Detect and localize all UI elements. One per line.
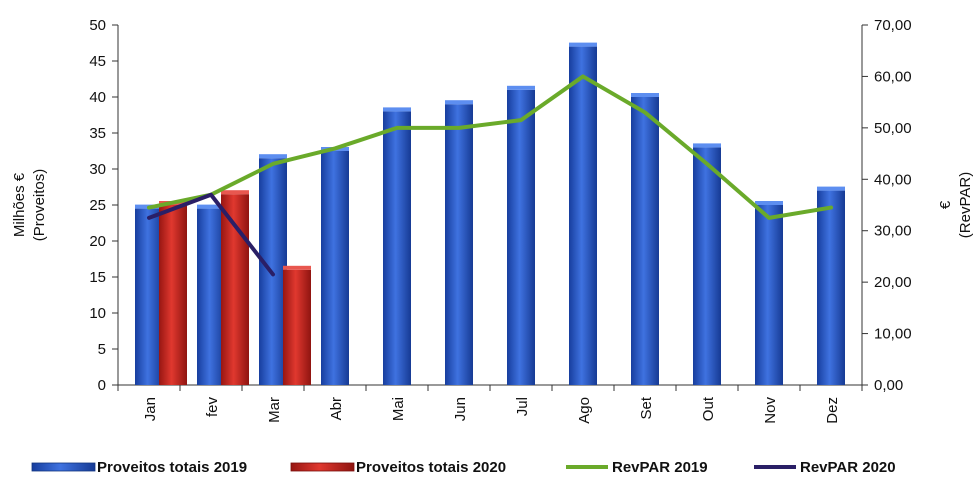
legend-item-proveitos-2019: Proveitos totais 2019: [31, 459, 247, 476]
right-tick-label: 50,00: [874, 120, 912, 137]
legend-item-revpar-2020: RevPAR 2020: [754, 459, 896, 476]
bar-top-proveitos-2019: [693, 143, 721, 148]
left-tick-label: 35: [89, 125, 106, 142]
legend-label-proveitos-2019: Proveitos totais 2019: [97, 459, 247, 476]
plot-area: 0 5 10 15 20 25 30 35 40 45 50 0,00 10,00 20,00 30,00 4…: [89, 17, 911, 424]
right-tick-label: 0,00: [874, 377, 903, 394]
left-tick-label: 25: [89, 197, 106, 214]
x-tick-label: Abr: [328, 397, 345, 420]
line-revpar-2019: [147, 74, 833, 220]
left-tick-label: 0: [98, 377, 106, 394]
left-tick-label: 15: [89, 269, 106, 286]
right-axis-title-line2: (RevPAR): [957, 172, 974, 238]
left-axis-title-line1: Milhões €: [11, 172, 28, 237]
x-tick-label: Jun: [452, 397, 469, 421]
bar-proveitos-2020: [283, 269, 311, 385]
legend-label-revpar-2019: RevPAR 2019: [612, 459, 708, 476]
left-tick-label: 40: [89, 89, 106, 106]
bar-top-proveitos-2019: [507, 85, 535, 90]
right-tick-label: 20,00: [874, 274, 912, 291]
legend-swatch-proveitos-2020: [290, 462, 355, 472]
bar-top-proveitos-2020: [283, 265, 311, 270]
bar-proveitos-2019: [197, 208, 225, 385]
bar-top-proveitos-2019: [817, 186, 845, 191]
x-tick-label: Jan: [142, 397, 159, 421]
bar-proveitos-2019: [135, 208, 163, 385]
bar-proveitos-2019: [569, 46, 597, 385]
x-tick-label: Set: [638, 396, 655, 419]
left-axis-title-line2: (Proveitos): [31, 169, 48, 242]
legend: Proveitos totais 2019 Proveitos totais 2…: [31, 459, 896, 476]
left-tick-label: 5: [98, 341, 106, 358]
bar-proveitos-2019: [631, 97, 659, 385]
left-tick-label: 30: [89, 161, 106, 178]
bar-top-proveitos-2019: [631, 93, 659, 97]
right-tick-label: 40,00: [874, 171, 912, 188]
legend-label-revpar-2020: RevPAR 2020: [800, 459, 896, 476]
bar-proveitos-2019: [507, 89, 535, 386]
right-tick-label: 70,00: [874, 17, 912, 34]
x-tick-label: fev: [204, 397, 221, 418]
bar-proveitos-2019: [693, 147, 721, 385]
x-tick-label: Jul: [514, 397, 531, 416]
left-tick-label: 45: [89, 53, 106, 70]
bar-proveitos-2019: [383, 111, 411, 386]
bar-top-proveitos-2019: [259, 154, 287, 159]
right-tick-label: 30,00: [874, 223, 912, 240]
x-tick-label: Nov: [762, 397, 779, 424]
right-axis-title-line1: €: [937, 200, 954, 209]
line-revpar-2020: [147, 192, 275, 277]
bar-proveitos-2019: [321, 151, 349, 385]
bar-proveitos-2019: [755, 205, 783, 385]
bar-top-proveitos-2019: [197, 204, 225, 209]
bar-top-proveitos-2020: [221, 190, 249, 195]
bar-proveitos-2020: [159, 205, 187, 385]
left-tick-label: 10: [89, 305, 106, 322]
x-tick-label: Mai: [390, 397, 407, 421]
left-tick-label: 20: [89, 233, 106, 250]
bar-proveitos-2019: [445, 104, 473, 385]
bar-top-proveitos-2019: [383, 107, 411, 112]
left-tick-label: 50: [89, 17, 106, 34]
legend-item-proveitos-2020: Proveitos totais 2020: [290, 459, 506, 476]
bar-top-proveitos-2019: [755, 201, 783, 205]
right-tick-label: 60,00: [874, 68, 912, 85]
legend-item-revpar-2019: RevPAR 2019: [566, 459, 708, 476]
bar-top-proveitos-2019: [569, 42, 597, 47]
bar-proveitos-2019: [817, 190, 845, 385]
legend-label-proveitos-2020: Proveitos totais 2020: [356, 459, 506, 476]
x-tick-label: Ago: [576, 397, 593, 424]
x-tick-label: Mar: [266, 397, 283, 423]
x-tick-label: Out: [700, 396, 717, 421]
legend-swatch-proveitos-2019: [31, 462, 96, 472]
x-tick-label: Dez: [824, 397, 841, 424]
bar-top-proveitos-2019: [445, 100, 473, 105]
right-tick-label: 10,00: [874, 326, 912, 343]
